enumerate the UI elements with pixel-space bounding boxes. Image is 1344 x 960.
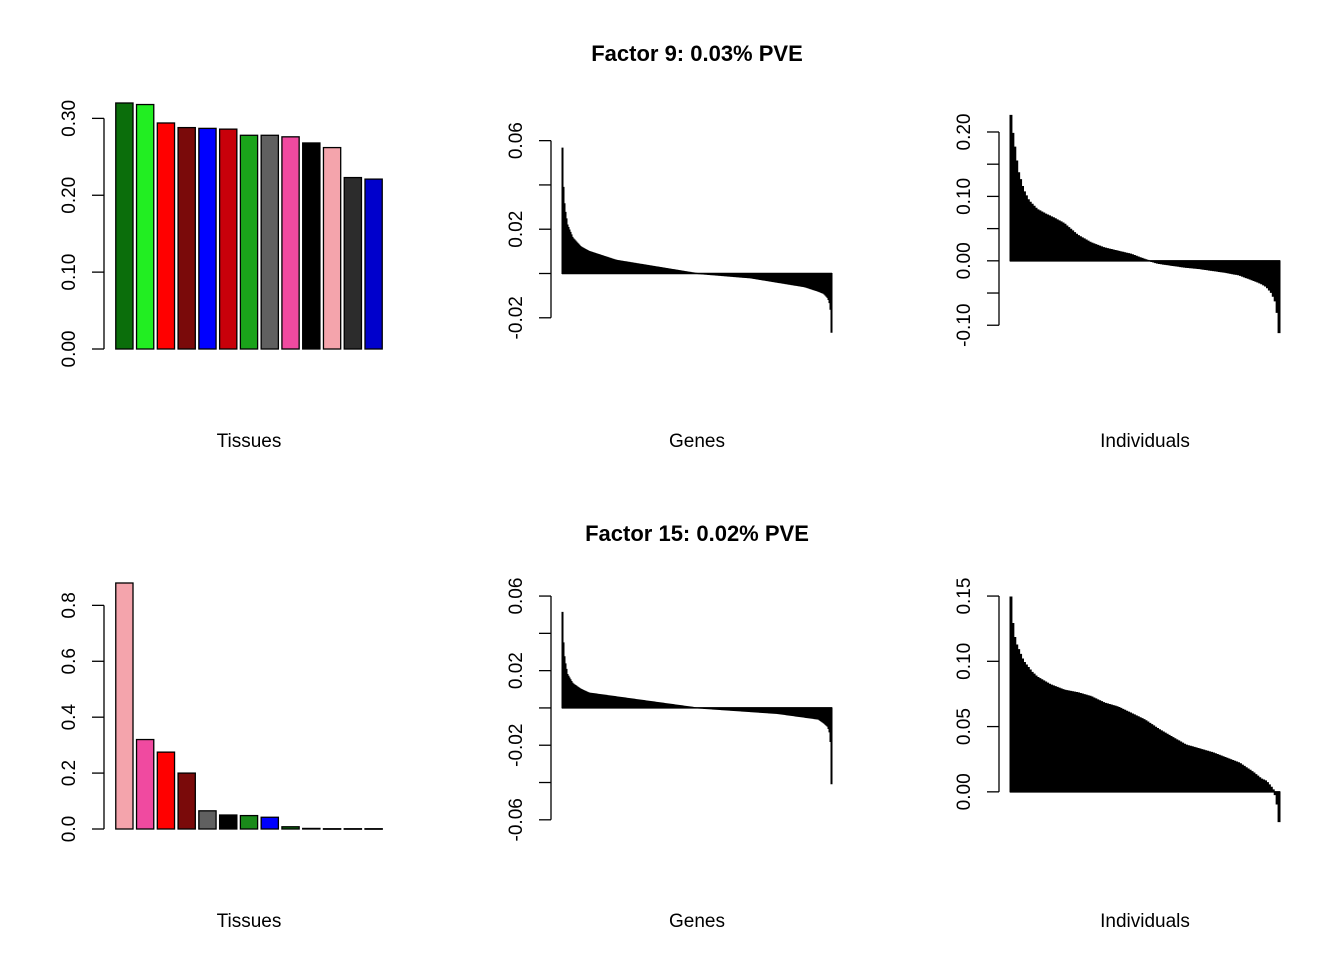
factor15-genes-panel: -0.06 -0.02 0.02 0.06: [506, 578, 833, 841]
panel3-y-tick-label-2: 0.4: [59, 704, 80, 731]
panel3-y-tick-label-4: 0.8: [59, 592, 80, 618]
panel3-bar-11: [343, 828, 363, 830]
panel3-bar-5: [218, 814, 238, 830]
panel1-y-tick-label-2: 0.06: [506, 122, 527, 159]
panel3-bar-10: [322, 828, 342, 830]
panel2-y-tick-label-1: 0.00: [954, 242, 975, 279]
panel0-bar-9: [302, 142, 321, 350]
panel0-bar-0: [115, 102, 134, 350]
factor9-tissues-xlabel: Tissues: [217, 431, 282, 452]
panel3-bar-0: [115, 582, 134, 830]
panel4-y-tick-label-2: 0.02: [506, 652, 527, 689]
panel3-y-tick-label-0: 0.0: [59, 816, 80, 842]
panel5-y-tick-label-3: 0.15: [954, 578, 975, 615]
panel0-bar-6: [239, 134, 259, 350]
panel1-y-tick-label-1: 0.02: [506, 211, 527, 248]
panel4-y-tick-label-0: -0.06: [506, 798, 527, 841]
panel0-bar-11: [343, 176, 363, 350]
panel3-y-tick-label-3: 0.6: [59, 648, 80, 674]
factor15-individuals-xlabel: Individuals: [1100, 911, 1190, 932]
panel0-bar-3: [177, 126, 196, 350]
factor15-individuals-panel: 0.00 0.05 0.10 0.15: [954, 578, 1281, 823]
factor9-individuals-panel: -0.10 0.00 0.10 0.20: [954, 113, 1281, 347]
panel3-y-tick-label-1: 0.2: [59, 760, 80, 786]
factor15-tissues-bar-panel: 0.0 0.2 0.4 0.6 0.8: [59, 582, 383, 842]
panel3-bar-6: [239, 814, 259, 830]
factor9-genes-xlabel: Genes: [669, 431, 725, 452]
panel0-y-tick-label-0: 0.00: [59, 331, 80, 368]
panel3-bar-2: [156, 751, 176, 830]
panel3-bar-7: [260, 816, 280, 830]
panel5-sorted-values-area: [1009, 596, 1281, 823]
panel0-bar-12: [364, 178, 383, 350]
factor9-genes-panel: -0.02 0.02 0.06: [506, 122, 833, 339]
panel5-y-tick-label-1: 0.05: [954, 708, 975, 745]
factor9-tissues-bar-panel: 0.00 0.10 0.20 0.30: [59, 100, 383, 368]
panel3-bar-4: [198, 810, 217, 830]
panel0-bar-5: [218, 128, 238, 350]
panel0-bar-8: [281, 136, 300, 350]
panel3-bar-1: [135, 738, 155, 830]
panel3-bar-9: [302, 827, 321, 830]
panel3-bar-8: [281, 826, 300, 830]
panel1-y-tick-label-0: -0.02: [506, 296, 527, 339]
panel0-bar-7: [260, 134, 280, 350]
panel0-y-tick-label-2: 0.20: [59, 177, 80, 214]
row-2-title: Factor 15: 0.02% PVE: [585, 521, 809, 546]
panel5-y-tick-label-0: 0.00: [954, 773, 975, 810]
panel4-y-tick-label-3: 0.06: [506, 578, 527, 615]
panel0-bar-1: [135, 103, 155, 350]
panel0-bar-4: [198, 127, 217, 350]
panel5-y-tick-label-2: 0.10: [954, 643, 975, 680]
factor15-genes-xlabel: Genes: [669, 911, 725, 932]
panel2-y-tick-label-2: 0.10: [954, 178, 975, 215]
panel3-bar-3: [177, 772, 196, 830]
panel2-y-tick-label-3: 0.20: [954, 113, 975, 150]
factor15-tissues-xlabel: Tissues: [217, 911, 282, 932]
panel0-y-tick-label-3: 0.30: [59, 100, 80, 137]
panel2-sorted-values-area: [1009, 114, 1281, 334]
panel4-y-tick-label-1: -0.02: [506, 724, 527, 767]
panel2-y-tick-label-0: -0.10: [954, 304, 975, 347]
panel0-bar-10: [322, 146, 342, 350]
panel3-bar-12: [364, 828, 383, 830]
row-1-title: Factor 9: 0.03% PVE: [591, 41, 803, 66]
panel0-y-tick-label-1: 0.10: [59, 254, 80, 291]
panel0-bar-2: [156, 122, 176, 350]
factor9-individuals-xlabel: Individuals: [1100, 431, 1190, 452]
